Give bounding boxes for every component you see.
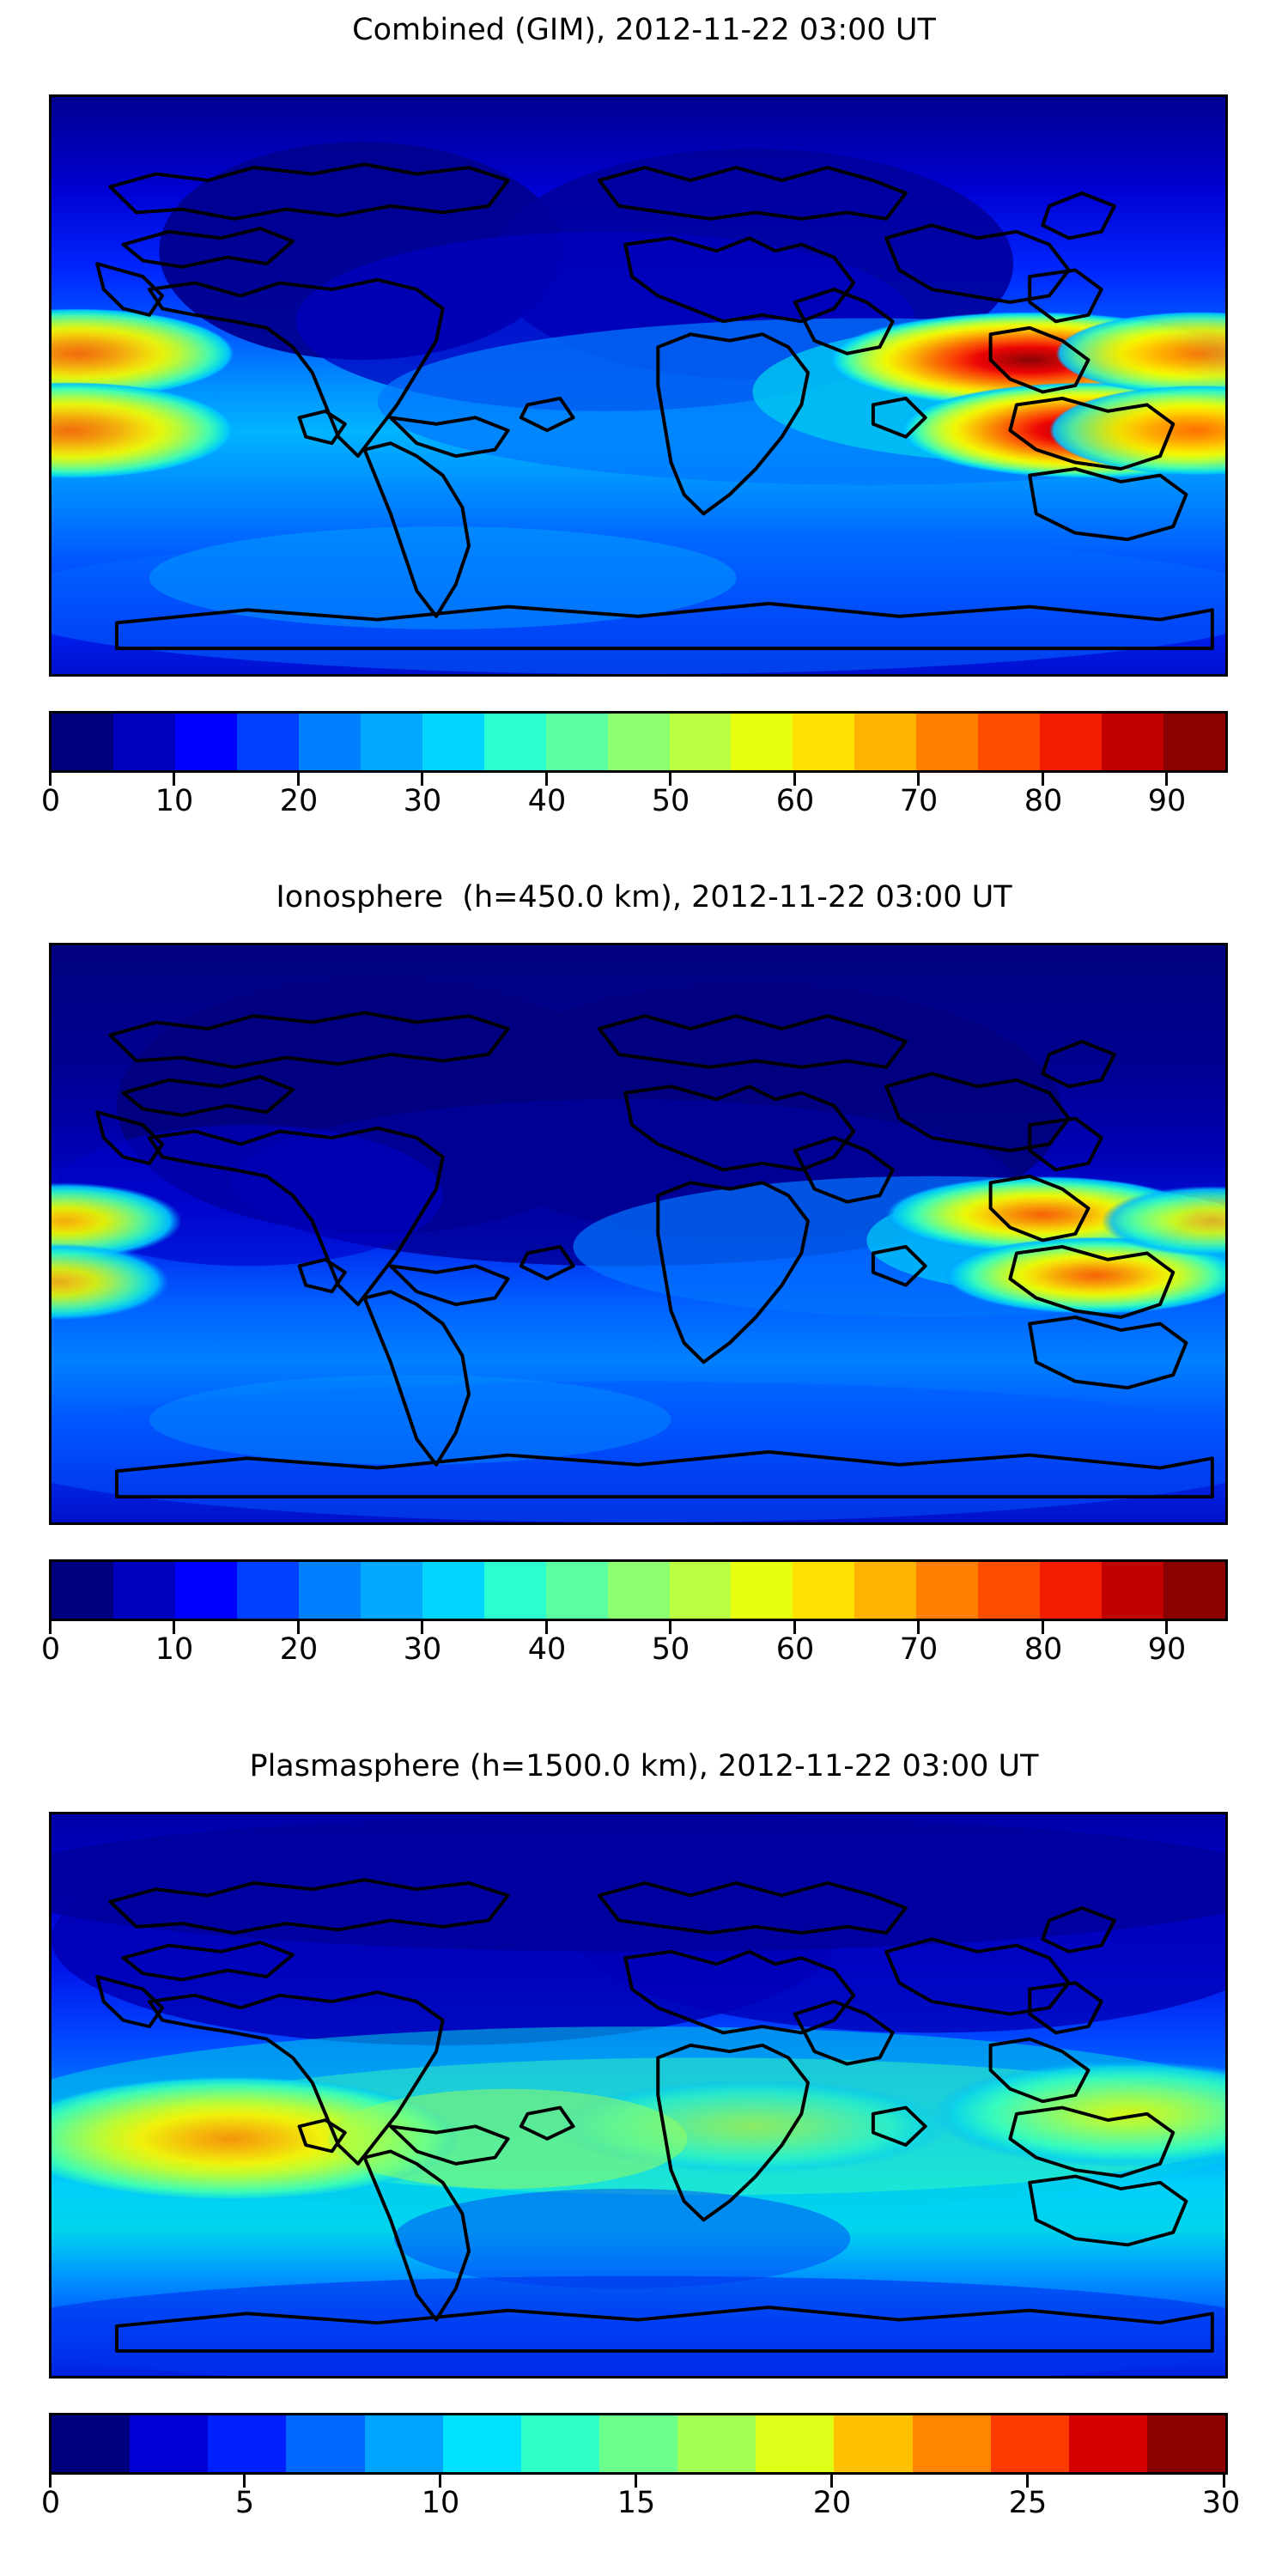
cbar1-tick-0: 0: [40, 784, 61, 818]
panel-title-combined-gim: Combined (GIM), 2012-11-22 03:00 UT: [352, 13, 936, 47]
cbar2-tick-50: 50: [651, 1632, 690, 1667]
cbar3-tick-10: 10: [421, 2486, 460, 2520]
cbar2-tick-90: 90: [1147, 1632, 1187, 1667]
cbar1-tick-80: 80: [1024, 784, 1063, 818]
cbar2-tick-80: 80: [1024, 1632, 1063, 1667]
cbar3-tick-20: 20: [812, 2486, 852, 2520]
map-plasmasphere: [49, 1812, 1228, 2379]
cbar1-tick-20: 20: [279, 784, 319, 818]
colorbar-ticks-plasmasphere: [49, 2475, 1228, 2488]
cbar2-tick-0: 0: [40, 1632, 61, 1667]
colorbar-gradient-ionosphere: [49, 1559, 1228, 1621]
cbar2-tick-40: 40: [527, 1632, 567, 1667]
cbar1-tick-10: 10: [155, 784, 194, 818]
colorbar-labels-ionosphere: 0 10 20 30 40 50 60 70 80 90: [41, 1632, 1228, 1674]
map-canvas-combined-gim: [52, 97, 1225, 674]
map-combined-gim: [49, 94, 1228, 677]
cbar2-tick-60: 60: [775, 1632, 815, 1667]
map-canvas-plasmasphere: [52, 1814, 1225, 2376]
panel-title-ionosphere: Ionosphere (h=450.0 km), 2012-11-22 03:0…: [276, 880, 1012, 914]
map-ionosphere: [49, 943, 1228, 1525]
panel-title-plasmasphere: Plasmasphere (h=1500.0 km), 2012-11-22 0…: [249, 1749, 1039, 1783]
cbar3-tick-0: 0: [40, 2486, 61, 2520]
map-canvas-ionosphere: [52, 945, 1225, 1522]
cbar1-tick-90: 90: [1147, 784, 1187, 818]
cbar1-tick-50: 50: [651, 784, 690, 818]
cbar1-tick-60: 60: [775, 784, 815, 818]
colorbar-gradient-plasmasphere: [49, 2413, 1228, 2475]
cbar1-tick-40: 40: [527, 784, 567, 818]
cbar1-tick-70: 70: [899, 784, 939, 818]
cbar3-tick-5: 5: [234, 2486, 255, 2520]
colorbar-ticks-combined-gim: [49, 773, 1228, 787]
colorbar-gradient-combined-gim: [49, 711, 1228, 773]
cbar2-tick-20: 20: [279, 1632, 319, 1667]
cbar2-tick-70: 70: [899, 1632, 939, 1667]
cbar3-tick-25: 25: [1008, 2486, 1048, 2520]
colorbar-ticks-ionosphere: [49, 1621, 1228, 1635]
cbar3-tick-15: 15: [617, 2486, 656, 2520]
colorbar-labels-combined-gim: 0 10 20 30 40 50 60 70 80 90: [41, 784, 1228, 826]
cbar2-tick-10: 10: [155, 1632, 194, 1667]
cbar3-tick-30: 30: [1201, 2486, 1241, 2520]
colorbar-labels-plasmasphere: 0 5 10 15 20 25 30: [41, 2486, 1240, 2528]
cbar2-tick-30: 30: [403, 1632, 442, 1667]
cbar1-tick-30: 30: [403, 784, 442, 818]
